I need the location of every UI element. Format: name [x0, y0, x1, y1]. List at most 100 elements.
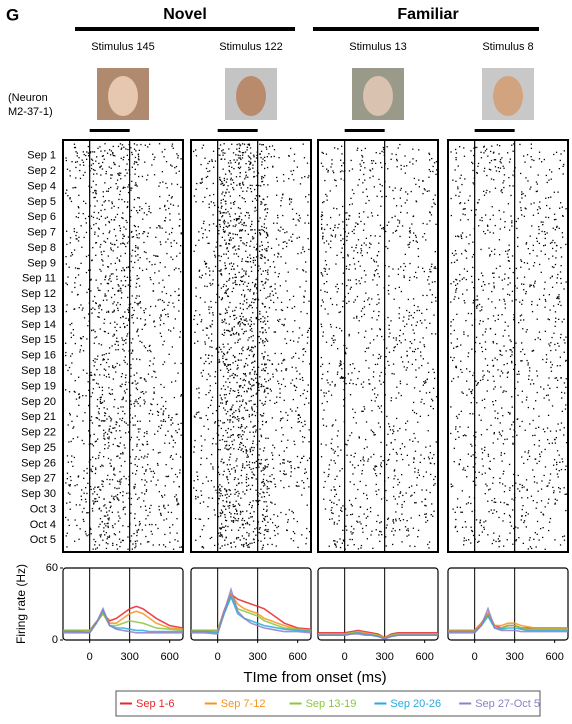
spike — [266, 459, 267, 460]
spike — [111, 297, 112, 298]
spike — [112, 545, 113, 546]
spike — [144, 473, 145, 474]
spike — [365, 281, 366, 282]
spike — [367, 299, 368, 300]
spike — [461, 236, 462, 237]
spike — [528, 248, 529, 249]
spike — [423, 337, 424, 338]
spike — [81, 247, 82, 248]
spike — [131, 404, 132, 405]
spike — [195, 540, 196, 541]
spike — [145, 319, 146, 320]
spike — [105, 275, 106, 276]
spike — [321, 219, 322, 220]
spike — [354, 544, 355, 545]
spike — [239, 176, 240, 177]
spike — [415, 369, 416, 370]
spike — [261, 164, 262, 165]
spike — [248, 212, 249, 213]
spike — [84, 493, 85, 494]
spike — [202, 237, 203, 238]
spike — [411, 223, 412, 224]
spike — [360, 507, 361, 508]
spike — [401, 342, 402, 343]
day-label: Sep 4 — [27, 180, 56, 192]
spike — [95, 473, 96, 474]
spike — [171, 424, 172, 425]
spike — [297, 482, 298, 483]
spike — [247, 339, 248, 340]
spike — [94, 362, 95, 363]
spike — [244, 144, 245, 145]
spike — [119, 225, 120, 226]
spike — [265, 422, 266, 423]
spike — [244, 300, 245, 301]
spike — [165, 232, 166, 233]
spike — [202, 376, 203, 377]
spike — [70, 476, 71, 477]
spike — [290, 340, 291, 341]
spike — [126, 267, 127, 268]
spike — [223, 254, 224, 255]
spike — [222, 439, 223, 440]
spike — [125, 362, 126, 363]
spike — [105, 293, 106, 294]
spike — [210, 325, 211, 326]
spike — [279, 230, 280, 231]
spike — [79, 170, 80, 171]
spike — [264, 534, 265, 535]
spike — [389, 240, 390, 241]
spike — [117, 180, 118, 181]
spike — [361, 316, 362, 317]
spike — [253, 432, 254, 433]
spike — [234, 374, 235, 375]
spike — [222, 500, 223, 501]
spike — [248, 456, 249, 457]
spike — [353, 193, 354, 194]
spike — [154, 326, 155, 327]
spike — [142, 176, 143, 177]
spike — [139, 233, 140, 234]
spike — [70, 480, 71, 481]
spike — [230, 454, 231, 455]
spike — [392, 521, 393, 522]
spike — [241, 482, 242, 483]
spike — [139, 268, 140, 269]
spike — [225, 430, 226, 431]
spike — [341, 377, 342, 378]
spike — [243, 275, 244, 276]
spike — [227, 289, 228, 290]
spike — [67, 195, 68, 196]
spike — [561, 422, 562, 423]
spike — [380, 191, 381, 192]
spike — [416, 485, 417, 486]
spike — [517, 288, 518, 289]
spike — [349, 383, 350, 384]
spike — [110, 394, 111, 395]
spike — [221, 200, 222, 201]
spike — [153, 449, 154, 450]
spike — [231, 547, 232, 548]
spike — [223, 227, 224, 228]
spike — [361, 473, 362, 474]
spike — [143, 242, 144, 243]
spike — [70, 509, 71, 510]
spike — [359, 521, 360, 522]
spike — [468, 454, 469, 455]
spike — [70, 356, 71, 357]
spike — [263, 509, 264, 510]
spike — [124, 390, 125, 391]
spike — [263, 358, 264, 359]
spike — [271, 481, 272, 482]
spike — [72, 254, 73, 255]
spike — [471, 527, 472, 528]
spike — [531, 144, 532, 145]
spike — [144, 401, 145, 402]
spike — [241, 436, 242, 437]
spike — [106, 171, 107, 172]
spike — [228, 258, 229, 259]
spike — [267, 466, 268, 467]
spike — [272, 145, 273, 146]
spike — [353, 528, 354, 529]
spike — [101, 484, 102, 485]
